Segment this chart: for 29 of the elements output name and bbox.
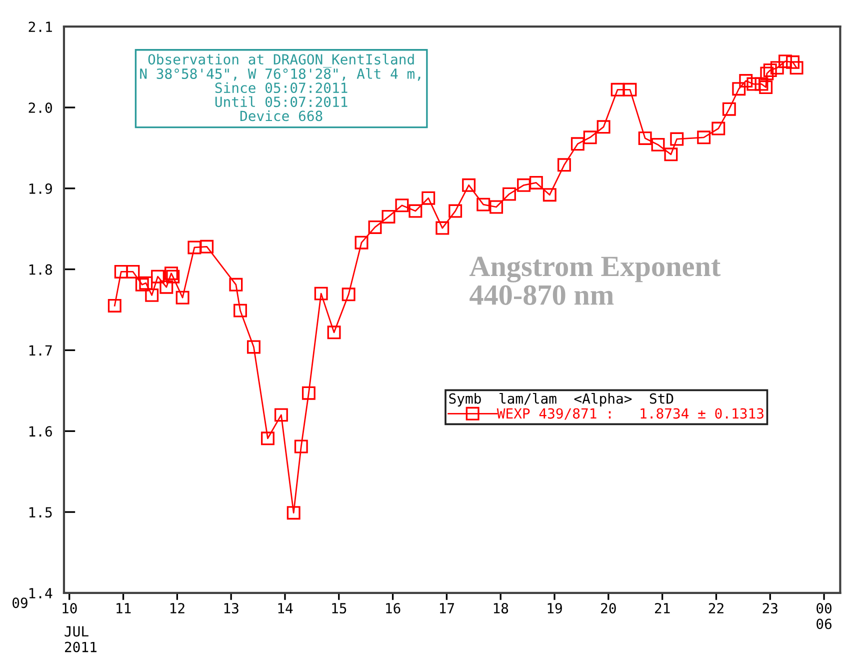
x-tick-label: 13	[224, 602, 238, 614]
x-tick-label: 15	[332, 603, 346, 614]
y-tick-label: 1.4	[29, 588, 52, 598]
x-tick-label: 10	[62, 602, 77, 614]
x-axis-title: JUL 2011	[64, 626, 96, 652]
x-tick-label: 23	[762, 602, 778, 614]
x-tick-label: 22	[708, 602, 724, 614]
y-tick-label: 1.5	[29, 507, 52, 518]
x-tick-label: 14	[278, 603, 293, 614]
x-tick-label: 19	[548, 602, 562, 614]
x-tick-label: 18	[494, 602, 508, 614]
x-tick-label: 12	[170, 602, 184, 614]
y-tick-label: 1.7	[29, 345, 52, 356]
text: 09	[12, 598, 28, 608]
y-tick-label: 1.8	[29, 264, 52, 275]
legend-label: WEXP 439/871 : 1.8734 ± 0.1313	[496, 408, 764, 420]
y-tick-label: 1.9	[29, 183, 52, 194]
x-tick-label: 16	[386, 602, 400, 614]
text: Angstrom Exponent 440-870 nm	[469, 256, 721, 305]
x-tick-label: 21	[654, 602, 670, 614]
x-tick-label: 00 06	[816, 602, 832, 630]
x-tick-label: 20	[601, 602, 616, 614]
y-tick-label: 2.1	[28, 22, 52, 32]
y-tick-label: 1.6	[29, 426, 52, 437]
annotation: Observation at DRAGON_KentIsland N 38°58'45", W 76°18'28", Alt 4 m, Since 05:07:2011 Until 05:07:2011 Device 668	[140, 54, 420, 122]
legend-title: Symb lam/lam <Alpha> StD	[449, 392, 674, 406]
x-tick-label: 11	[116, 603, 131, 614]
y-tick-label: 2.0	[28, 102, 52, 113]
x-tick-label: 17	[440, 603, 454, 614]
